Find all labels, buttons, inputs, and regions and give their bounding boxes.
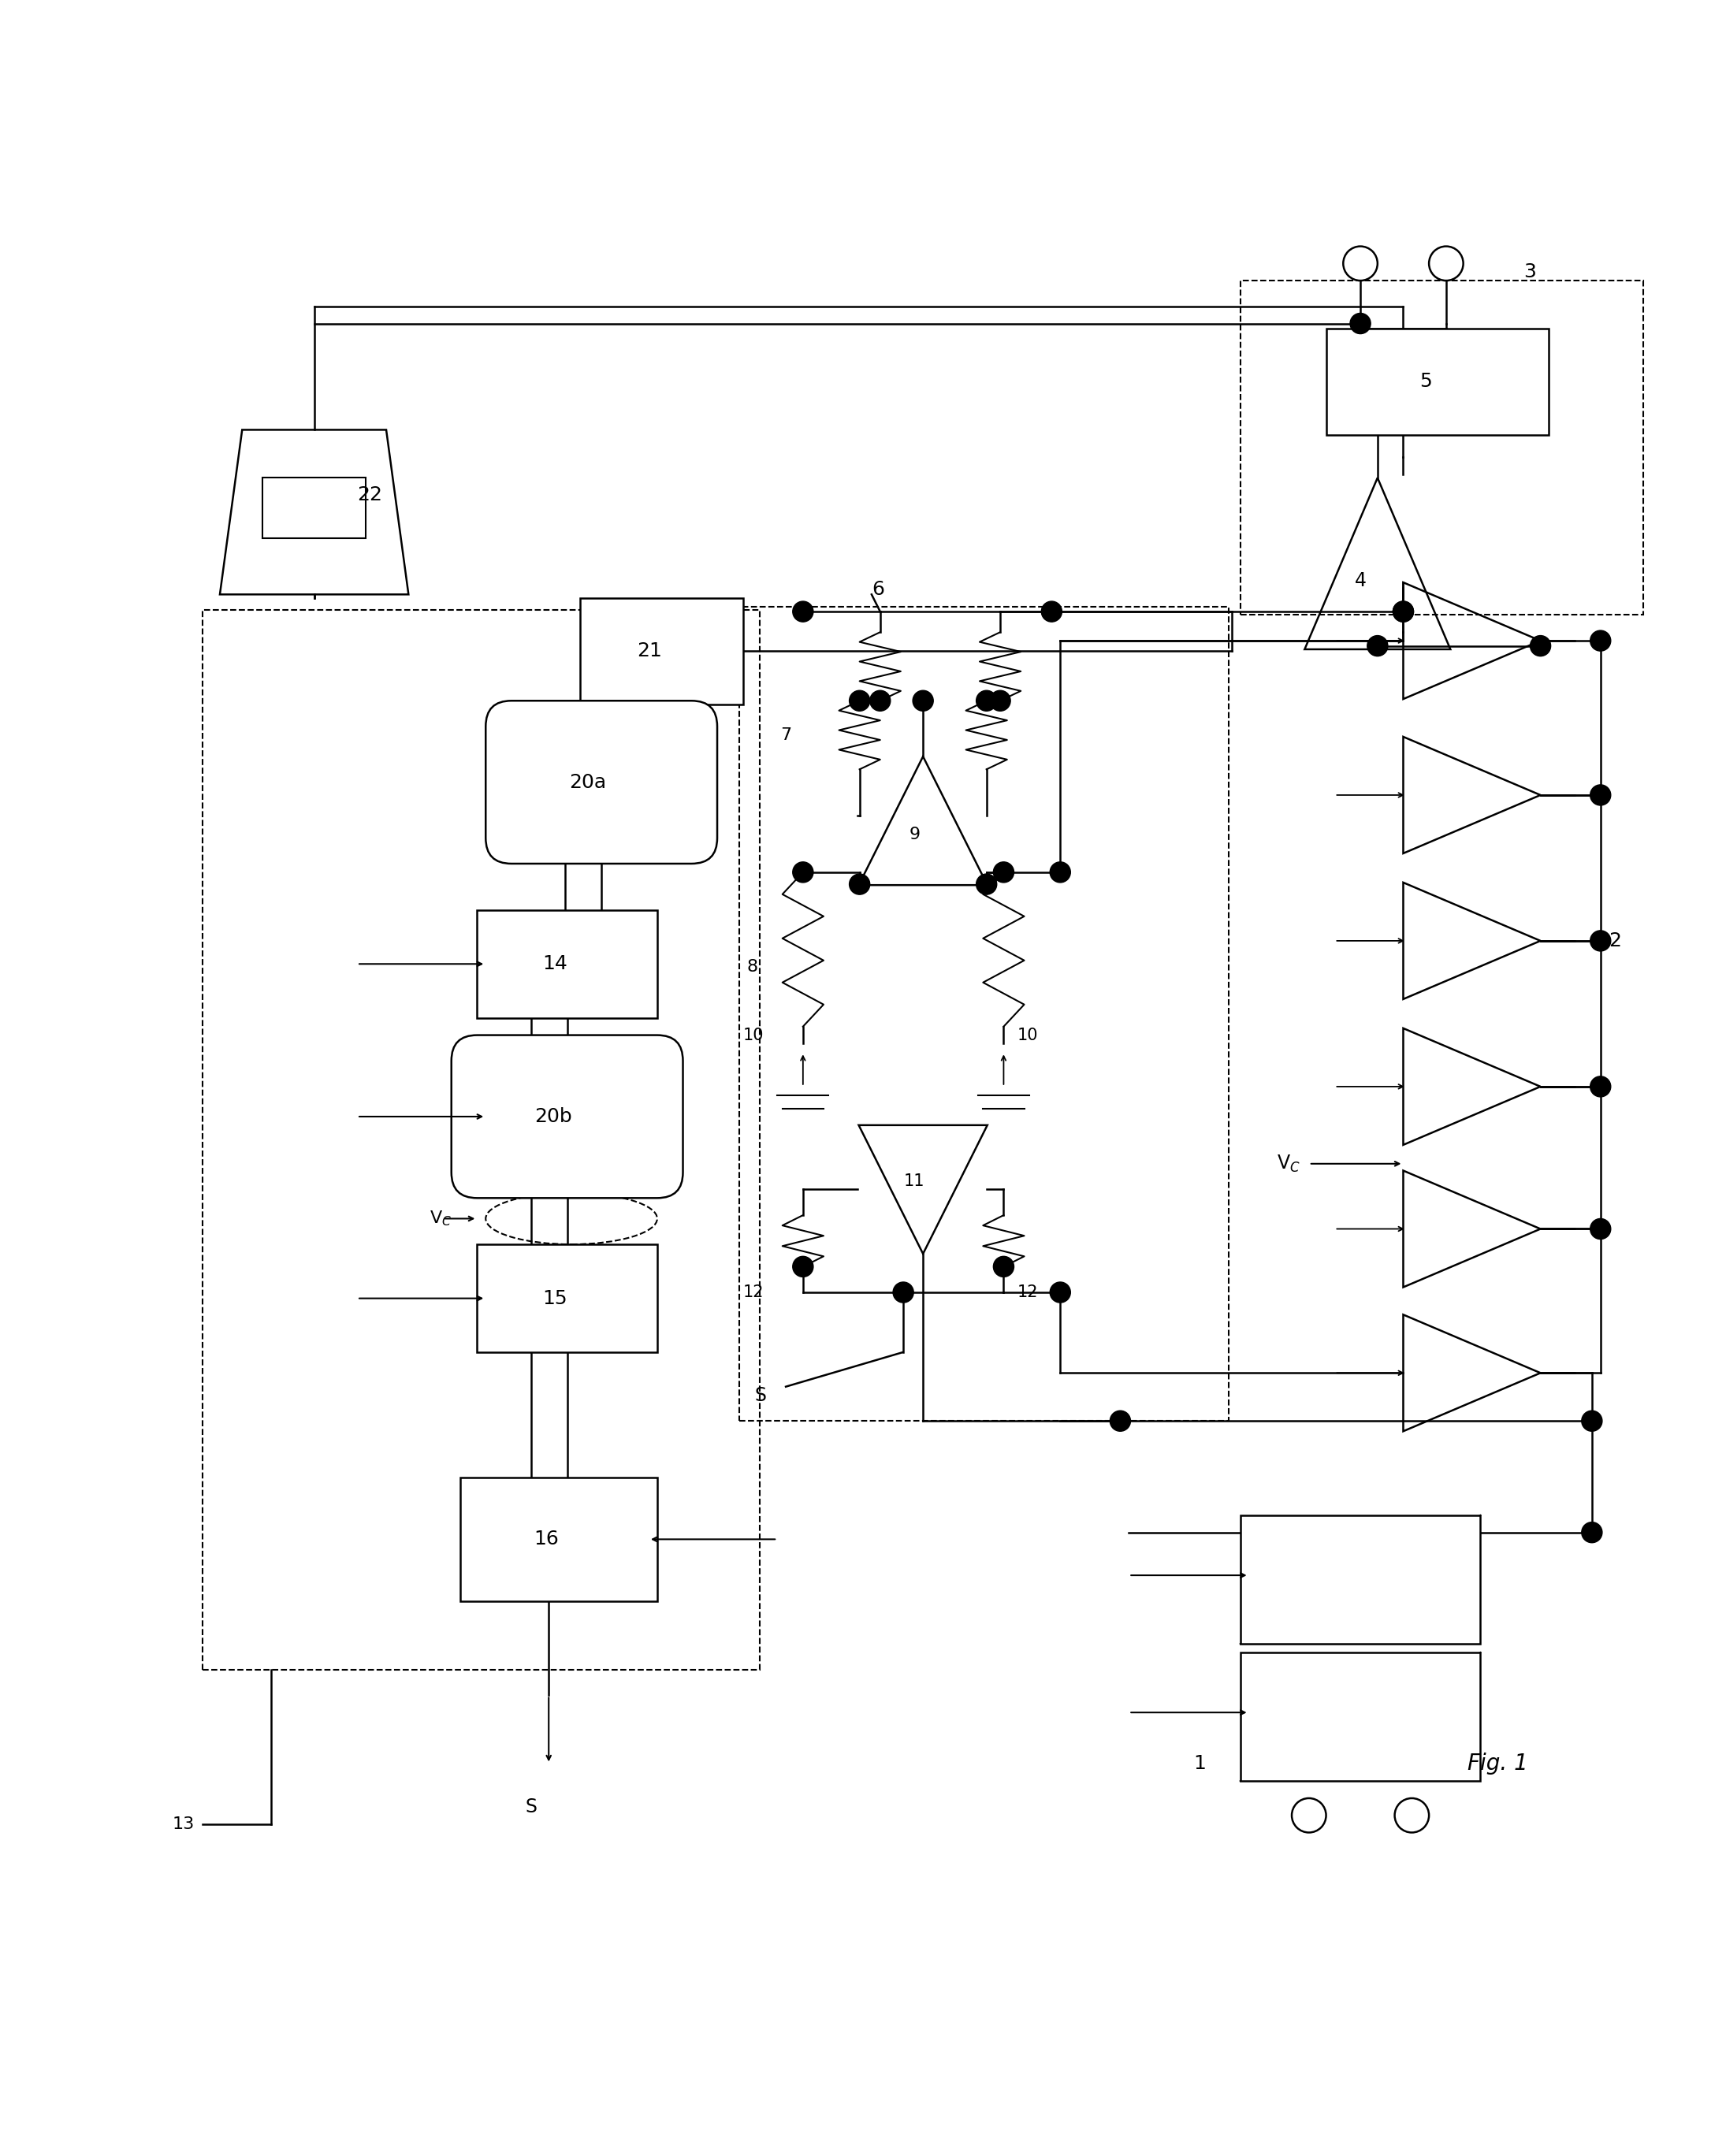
Text: 4: 4 bbox=[1355, 571, 1367, 591]
FancyBboxPatch shape bbox=[452, 1035, 683, 1199]
Text: 20a: 20a bbox=[570, 772, 606, 791]
Bar bbox=[476, 1244, 658, 1352]
Text: 8: 8 bbox=[746, 959, 758, 975]
Bar bbox=[1241, 280, 1643, 614]
Circle shape bbox=[1590, 785, 1610, 806]
Bar bbox=[476, 910, 658, 1018]
Text: 20b: 20b bbox=[535, 1108, 573, 1125]
Circle shape bbox=[913, 690, 934, 711]
Text: 14: 14 bbox=[542, 955, 568, 972]
Bar bbox=[1326, 328, 1548, 436]
Bar bbox=[202, 610, 759, 1669]
Bar bbox=[580, 597, 742, 705]
Circle shape bbox=[1590, 630, 1610, 651]
Circle shape bbox=[1590, 1218, 1610, 1240]
Bar bbox=[739, 606, 1229, 1421]
Text: 7: 7 bbox=[780, 727, 792, 744]
Text: S: S bbox=[754, 1386, 766, 1406]
Text: 12: 12 bbox=[742, 1285, 765, 1300]
Circle shape bbox=[994, 1257, 1013, 1276]
Text: 11: 11 bbox=[904, 1173, 925, 1188]
Text: V$_C$: V$_C$ bbox=[430, 1210, 452, 1229]
Text: 16: 16 bbox=[533, 1531, 559, 1548]
Circle shape bbox=[1350, 313, 1370, 334]
Text: 9: 9 bbox=[910, 826, 920, 843]
Text: 22: 22 bbox=[357, 485, 381, 505]
Circle shape bbox=[792, 862, 813, 882]
Circle shape bbox=[1367, 636, 1388, 655]
Circle shape bbox=[1590, 1076, 1610, 1097]
Circle shape bbox=[991, 690, 1010, 711]
Circle shape bbox=[1581, 1522, 1602, 1544]
Text: 6: 6 bbox=[872, 580, 884, 599]
Circle shape bbox=[1049, 1283, 1070, 1302]
FancyBboxPatch shape bbox=[485, 701, 718, 865]
Bar bbox=[1241, 1651, 1481, 1781]
Text: 10: 10 bbox=[742, 1026, 765, 1044]
Text: 10: 10 bbox=[1017, 1026, 1039, 1044]
Text: 13: 13 bbox=[173, 1815, 193, 1833]
Bar bbox=[262, 479, 366, 537]
Circle shape bbox=[792, 602, 813, 621]
Circle shape bbox=[849, 690, 870, 711]
Text: 1: 1 bbox=[1193, 1755, 1206, 1774]
Circle shape bbox=[792, 1257, 813, 1276]
Circle shape bbox=[977, 690, 998, 711]
Circle shape bbox=[1590, 931, 1610, 951]
Text: 21: 21 bbox=[637, 642, 663, 660]
Text: 3: 3 bbox=[1524, 263, 1536, 282]
Bar bbox=[459, 1477, 658, 1602]
Text: V$_C$: V$_C$ bbox=[1277, 1153, 1300, 1175]
Circle shape bbox=[1110, 1410, 1131, 1432]
Circle shape bbox=[849, 873, 870, 895]
Circle shape bbox=[994, 862, 1013, 882]
Circle shape bbox=[870, 690, 891, 711]
Circle shape bbox=[977, 873, 998, 895]
Circle shape bbox=[1049, 862, 1070, 882]
Text: 15: 15 bbox=[542, 1289, 568, 1309]
Circle shape bbox=[1531, 636, 1550, 655]
Text: S: S bbox=[526, 1798, 537, 1815]
Circle shape bbox=[1041, 602, 1061, 621]
Circle shape bbox=[1393, 602, 1414, 621]
Circle shape bbox=[1393, 602, 1414, 621]
Text: 5: 5 bbox=[1419, 373, 1433, 390]
Text: 2: 2 bbox=[1609, 931, 1622, 951]
Text: 12: 12 bbox=[1017, 1285, 1039, 1300]
Text: Fig. 1: Fig. 1 bbox=[1467, 1753, 1528, 1774]
Circle shape bbox=[1581, 1410, 1602, 1432]
Circle shape bbox=[892, 1283, 913, 1302]
Bar bbox=[1241, 1516, 1481, 1643]
